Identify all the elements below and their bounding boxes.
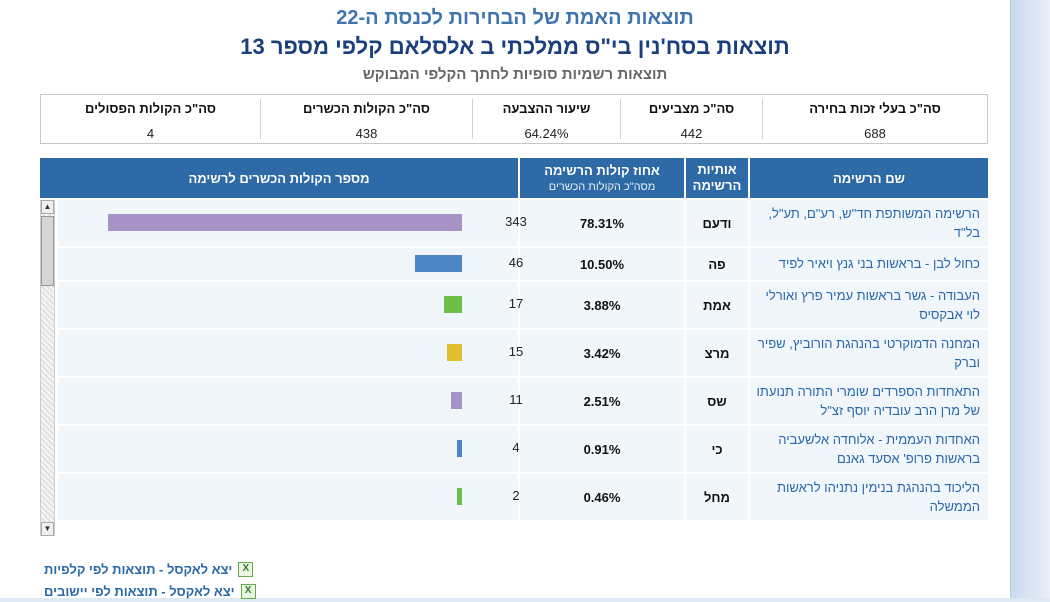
header-letters: אותיות הרשימה <box>686 158 748 198</box>
header-percent-sub: מסה"כ הקולות הכשרים <box>548 181 656 193</box>
summary-label: שיעור ההצבעה <box>502 101 591 116</box>
vote-bar <box>108 214 462 231</box>
page-background-strip <box>1011 0 1050 598</box>
results-table: הרשימה המשותפת חד"ש, רע"ם, תע"ל, בל"ד ודע… <box>40 200 988 536</box>
header-letters-line1: אותיות <box>697 162 737 177</box>
list-letters: מרצ <box>686 330 748 376</box>
vote-bar <box>444 296 462 313</box>
header-list-name: שם הרשימה <box>750 158 988 198</box>
excel-icon[interactable]: X <box>240 583 256 599</box>
vote-bar-cell: 17 <box>58 282 523 328</box>
table-header: שם הרשימה אותיות הרשימה אחוז קולות הרשימ… <box>40 158 988 198</box>
list-percent: 3.42% <box>520 330 684 376</box>
divider <box>620 99 621 139</box>
page-subtitle: תוצאות בסח'נין בי"ס ממלכתי ב אלסלאם קלפי… <box>240 34 790 59</box>
summary-eligible: סה"כ בעלי זכות בחירה 688 <box>763 95 987 143</box>
vote-bar-cell: 343 <box>58 200 527 246</box>
results-note: תוצאות רשמיות סופיות לחתך הקלפי המבוקש <box>362 66 668 83</box>
summary-turnout: שיעור ההצבעה 64.24% <box>473 95 620 143</box>
list-percent: 10.50% <box>520 248 684 280</box>
vote-bar-cell: 2 <box>58 474 520 520</box>
vote-bar <box>457 440 462 457</box>
table-row: המחנה הדמוקרטי בהנהגת הורוביץ, שפיר וברק… <box>40 330 988 376</box>
vote-count: 343 <box>505 214 527 229</box>
header-percent-label: אחוז קולות הרשימה <box>544 163 660 178</box>
scroll-down-icon[interactable]: ▼ <box>41 522 54 536</box>
scroll-up-icon[interactable]: ▲ <box>41 200 54 214</box>
list-name[interactable]: המחנה הדמוקרטי בהנהגת הורוביץ, שפיר וברק <box>750 330 988 376</box>
list-letters: אמת <box>686 282 748 328</box>
list-letters: כי <box>686 426 748 472</box>
export-by-polling-stations-link[interactable]: יצא לאקסל - תוצאות לפי קלפיות X <box>44 558 256 580</box>
summary-value: 64.24% <box>524 126 569 141</box>
table-row: כחול לבן - בראשות בני גנץ ויאיר לפיד פה 10… <box>40 248 988 280</box>
table-row: התאחדות הספרדים שומרי התורה תנועתו של מר… <box>40 378 988 424</box>
table-scrollbar[interactable]: ▲ ▼ <box>40 200 55 536</box>
summary-panel: סה"כ בעלי זכות בחירה 688 סה"כ מצביעים 44… <box>40 94 988 144</box>
summary-value: 4 <box>146 126 155 141</box>
list-letters: שס <box>686 378 748 424</box>
vote-count: 15 <box>508 344 524 359</box>
vote-count: 46 <box>508 255 524 270</box>
list-name[interactable]: העבודה - גשר בראשות עמיר פרץ ואורלי לוי … <box>750 282 988 328</box>
table-row: העבודה - גשר בראשות עמיר פרץ ואורלי לוי … <box>40 282 988 328</box>
vote-bar <box>415 255 462 272</box>
summary-invalid: סה"כ הקולות הפסולים 4 <box>41 95 260 143</box>
summary-label: סה"כ הקולות הכשרים <box>303 101 430 116</box>
header-percent: אחוז קולות הרשימה מסה"כ הקולות הכשרים <box>520 158 684 198</box>
divider <box>762 99 763 139</box>
summary-label: סה"כ הקולות הפסולים <box>85 101 216 116</box>
vote-bar-cell: 15 <box>58 330 523 376</box>
vote-bar-cell: 11 <box>58 378 523 424</box>
list-letters: פה <box>686 248 748 280</box>
excel-icon[interactable]: X <box>238 561 254 577</box>
summary-value: 442 <box>680 126 703 141</box>
vote-count: 4 <box>512 440 520 455</box>
divider <box>472 99 473 139</box>
vote-count: 17 <box>508 296 524 311</box>
vote-bar <box>457 488 462 505</box>
summary-label: סה"כ מצביעים <box>648 101 735 116</box>
table-row: הרשימה המשותפת חד"ש, רע"ם, תע"ל, בל"ד ודע… <box>40 200 988 246</box>
header-letters-line2: הרשימה <box>692 178 742 193</box>
vote-bar <box>451 392 462 409</box>
vote-bar-cell: 46 <box>58 248 523 280</box>
list-percent: 0.46% <box>520 474 684 520</box>
vote-count: 2 <box>512 488 520 503</box>
divider <box>260 99 261 139</box>
page: תוצאות האמת של הבחירות לכנסת ה-22 תוצאות… <box>0 0 1011 599</box>
scroll-thumb[interactable] <box>41 216 54 286</box>
list-letters: ודעם <box>686 200 748 246</box>
page-title: תוצאות האמת של הבחירות לכנסת ה-22 <box>336 7 694 29</box>
summary-valid: סה"כ הקולות הכשרים 438 <box>261 95 472 143</box>
header-votes: מספר הקולות הכשרים לרשימה <box>40 158 518 198</box>
list-name[interactable]: הליכוד בהנהגת בנימין נתניהו לראשות הממשל… <box>750 474 988 520</box>
export-link-label[interactable]: יצא לאקסל - תוצאות לפי יישובים <box>44 583 235 599</box>
list-letters: מחל <box>686 474 748 520</box>
vote-count: 11 <box>509 392 523 407</box>
summary-label: סה"כ בעלי זכות בחירה <box>809 101 941 116</box>
table-row: האחדות העממית - אלוחדה אלשעביה בראשות פר… <box>40 426 988 472</box>
list-name[interactable]: האחדות העממית - אלוחדה אלשעביה בראשות פר… <box>750 426 988 472</box>
summary-value: 688 <box>864 126 886 141</box>
table-row: הליכוד בהנהגת בנימין נתניהו לראשות הממשל… <box>40 474 988 520</box>
list-percent: 78.31% <box>520 200 684 246</box>
vote-bar <box>447 344 462 361</box>
summary-value: 438 <box>355 126 378 141</box>
list-percent: 2.51% <box>520 378 684 424</box>
export-by-localities-link[interactable]: יצא לאקסל - תוצאות לפי יישובים X <box>44 580 256 602</box>
vote-bar-cell: 4 <box>58 426 520 472</box>
export-link-label[interactable]: יצא לאקסל - תוצאות לפי קלפיות <box>44 561 233 577</box>
list-percent: 0.91% <box>520 426 684 472</box>
list-percent: 3.88% <box>520 282 684 328</box>
export-links: יצא לאקסל - תוצאות לפי קלפיות X יצא לאקס… <box>44 558 256 602</box>
summary-voters: סה"כ מצביעים 442 <box>621 95 762 143</box>
list-name[interactable]: התאחדות הספרדים שומרי התורה תנועתו של מר… <box>750 378 988 424</box>
list-name[interactable]: הרשימה המשותפת חד"ש, רע"ם, תע"ל, בל"ד <box>750 200 988 246</box>
list-name[interactable]: כחול לבן - בראשות בני גנץ ויאיר לפיד <box>750 248 988 280</box>
